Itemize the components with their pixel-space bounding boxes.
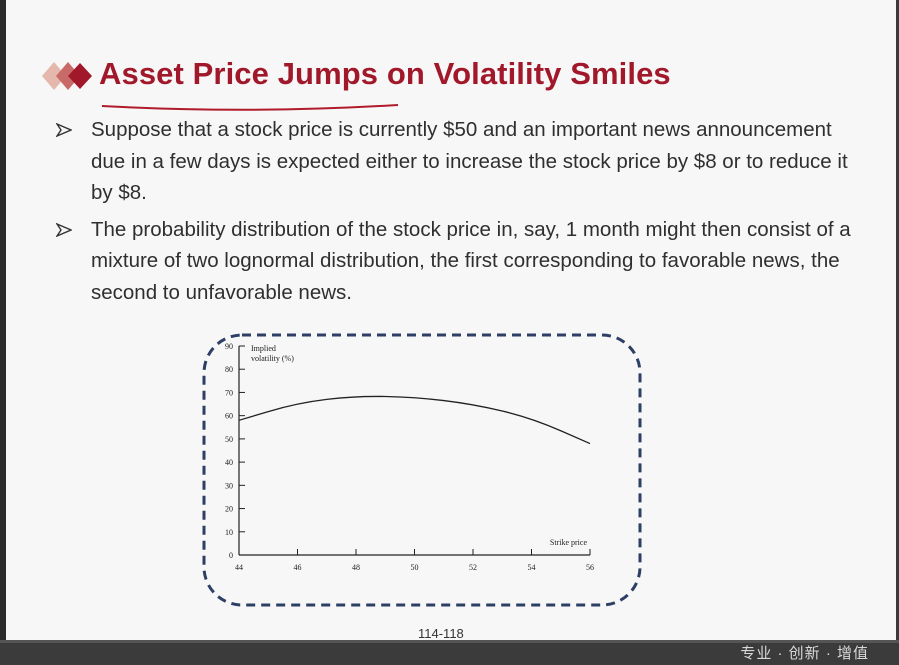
y-tick-label: 30 xyxy=(225,481,233,490)
bullet-item: Suppose that a stock price is currently … xyxy=(56,114,856,209)
y-axis-label: volatility (%) xyxy=(251,354,294,363)
bullet-item: The probability distribution of the stoc… xyxy=(56,214,856,309)
y-tick-label: 90 xyxy=(225,342,233,351)
slide-title: Asset Price Jumps on Volatility Smiles xyxy=(99,56,671,91)
diamond-light-icon xyxy=(42,62,66,90)
window-left-edge xyxy=(0,0,6,640)
title-underline xyxy=(101,104,399,111)
y-tick-label: 80 xyxy=(225,365,233,374)
bullet-text: The probability distribution of the stoc… xyxy=(91,217,851,304)
x-tick-label: 56 xyxy=(586,563,594,572)
y-tick-label: 10 xyxy=(225,528,233,537)
slide: Asset Price Jumps on Volatility Smiles S… xyxy=(0,0,899,641)
x-tick-label: 52 xyxy=(469,563,477,572)
page-number: 114-118 xyxy=(418,626,464,641)
y-tick-label: 60 xyxy=(225,412,233,421)
x-tick-label: 50 xyxy=(411,563,419,572)
x-tick-label: 46 xyxy=(294,563,302,572)
y-tick-label: 40 xyxy=(225,458,233,467)
diamond-dark-icon xyxy=(68,63,92,89)
x-tick-label: 54 xyxy=(528,563,536,572)
y-tick-label: 0 xyxy=(229,551,233,560)
bottom-bar-accent xyxy=(0,640,899,643)
y-axis-label: Implied xyxy=(251,344,276,353)
y-tick-label: 50 xyxy=(225,435,233,444)
y-tick-label: 70 xyxy=(225,388,233,397)
x-tick-label: 44 xyxy=(235,563,243,572)
bullet-text: Suppose that a stock price is currently … xyxy=(91,118,848,204)
arrow-bullet-icon xyxy=(56,222,72,237)
window-right-edge xyxy=(896,0,899,640)
chart-dashed-frame xyxy=(202,333,642,607)
bullet-list: Suppose that a stock price is currently … xyxy=(56,114,856,313)
footer-slogan: 专业 · 创新 · 增值 xyxy=(740,645,869,662)
arrow-bullet-icon xyxy=(56,123,72,137)
title-diamonds-icon xyxy=(42,62,92,90)
bottom-bar xyxy=(0,640,899,665)
y-tick-label: 20 xyxy=(225,505,233,514)
series-line xyxy=(238,395,591,445)
implied-volatility-chart: 0 10 20 30 40 50 60 70 80 90 44 46 48 50 52 54 56 Implied… xyxy=(225,342,594,572)
x-axis-label: Strike price xyxy=(550,538,588,547)
x-tick-label: 48 xyxy=(352,563,360,572)
